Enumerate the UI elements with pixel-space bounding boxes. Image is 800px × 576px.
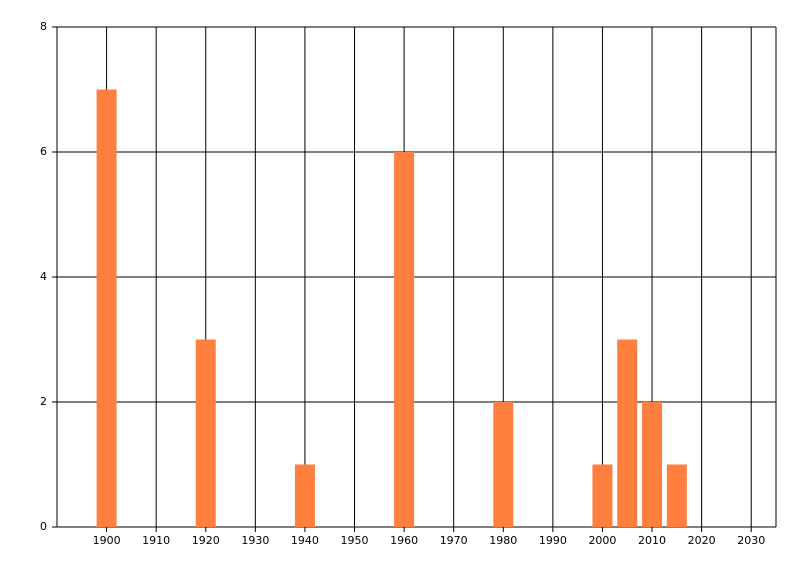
bar (96, 89, 117, 527)
x-tick-label: 1910 (142, 534, 170, 547)
x-tick-label: 1950 (341, 534, 369, 547)
y-tick-label: 0 (40, 520, 47, 533)
y-tick-label: 4 (40, 270, 47, 283)
bar (617, 339, 638, 527)
x-tick-label: 2020 (688, 534, 716, 547)
bar (195, 339, 216, 527)
x-tick-label: 1930 (241, 534, 269, 547)
bar (592, 464, 613, 527)
x-tick-label: 2030 (737, 534, 765, 547)
y-tick-label: 8 (40, 20, 47, 33)
x-tick-label: 2010 (638, 534, 666, 547)
x-tick-label: 1980 (489, 534, 517, 547)
bar (642, 402, 663, 527)
x-tick-label: 1920 (192, 534, 220, 547)
bar (294, 464, 315, 527)
x-tick-label: 1990 (539, 534, 567, 547)
x-tick-label: 1940 (291, 534, 319, 547)
bar (666, 464, 687, 527)
bar (493, 402, 514, 527)
y-tick-label: 2 (40, 395, 47, 408)
bar (394, 152, 415, 527)
x-tick-label: 1960 (390, 534, 418, 547)
y-tick-label: 6 (40, 145, 47, 158)
x-tick-label: 2000 (588, 534, 616, 547)
x-tick-label: 1970 (440, 534, 468, 547)
x-tick-label: 1900 (93, 534, 121, 547)
